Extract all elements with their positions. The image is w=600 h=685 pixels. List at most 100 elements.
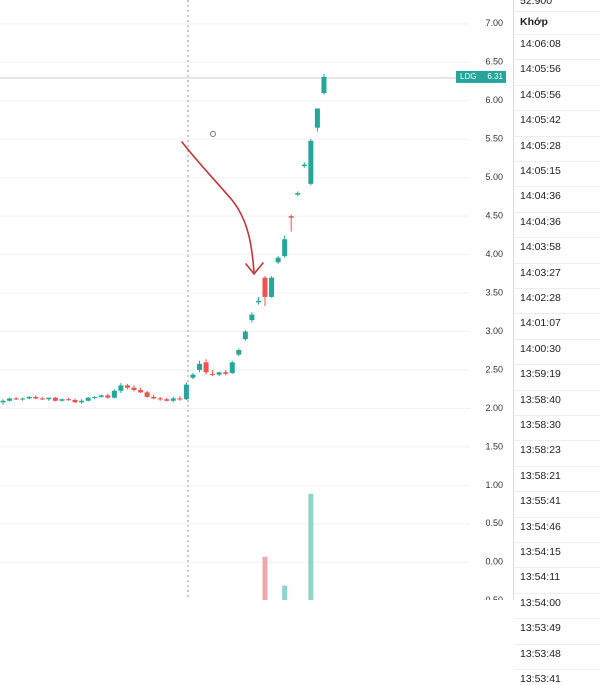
candle-body: [66, 399, 71, 401]
separator: [514, 161, 600, 162]
separator: [514, 313, 600, 315]
candle-body: [275, 257, 281, 263]
separator: [514, 11, 600, 12]
volume-bar: [262, 556, 268, 600]
trade-time: 13:58:23: [520, 444, 561, 457]
trade-time: 13:54:46: [520, 520, 561, 533]
y-tick-label: 0.50: [485, 518, 503, 528]
y-tick-label: 6.00: [485, 95, 503, 105]
separator: [514, 389, 600, 391]
candle-body: [262, 277, 268, 297]
candle-body: [242, 331, 248, 340]
separator: [514, 465, 600, 467]
trade-time: 13:58:30: [520, 419, 561, 431]
separator: [514, 618, 600, 620]
candle-body: [321, 76, 327, 94]
candle-body: [229, 362, 235, 374]
separator: [514, 669, 600, 670]
y-tick-label: 3.50: [485, 287, 503, 297]
trade-time: 14:06:08: [520, 38, 561, 50]
separator: [514, 643, 600, 645]
grid: [0, 23, 470, 602]
candle-body: [105, 395, 111, 398]
candle-body: [111, 390, 117, 398]
candle-body: [33, 396, 39, 399]
candle-body: [314, 108, 320, 128]
hand-drawn-arrow: [181, 141, 264, 276]
annotation-circle: [210, 131, 216, 137]
candle-body: [26, 396, 32, 399]
separator: [514, 567, 600, 569]
candle-body: [72, 400, 78, 403]
candle-body: [7, 398, 13, 401]
trade-time: 14:05:15: [520, 165, 561, 177]
trade-time: 14:05:42: [520, 114, 561, 127]
top-value: 52.900: [520, 0, 553, 7]
trade-time: 13:54:15: [520, 546, 561, 558]
trade-time: 13:58:40: [520, 393, 561, 406]
trade-time: 13:54:00: [520, 596, 561, 609]
y-tick-label: 4.50: [485, 211, 503, 221]
volume-bar: [308, 493, 314, 600]
candle-body: [249, 314, 255, 320]
trade-time: 14:05:56: [520, 88, 561, 101]
candle-body: [59, 399, 65, 401]
separator: [514, 186, 600, 188]
chart: 7.00 6.50 6.00 5.50 5.00 4.50 4.00 3.50 3.00 2.50…: [0, 0, 506, 605]
candle-body: [216, 372, 222, 375]
candle-body: [295, 193, 301, 195]
y-tick-label: 1.00: [485, 480, 503, 490]
separator: [514, 110, 600, 112]
separator: [514, 415, 600, 416]
trade-time: 14:04:36: [520, 190, 561, 203]
candle-body: [138, 390, 144, 393]
trade-time: 13:53:41: [520, 673, 561, 685]
price-tag: [456, 70, 506, 83]
candle-body: [20, 398, 26, 400]
separator: [514, 59, 600, 61]
candle-body: [118, 385, 124, 391]
candle-body: [223, 372, 229, 374]
candle-body: [39, 398, 45, 400]
y-tick-label: 5.50: [485, 134, 503, 144]
y-tick-label: 6.50: [485, 57, 503, 67]
candle-body: [92, 396, 98, 398]
separator: [514, 542, 600, 543]
candle-body: [203, 362, 209, 373]
y-tick-label: 7.00: [485, 18, 503, 28]
separator: [514, 211, 600, 213]
candle-body: [210, 373, 216, 375]
trade-time: 14:04:36: [520, 215, 561, 228]
y-tick-label: 5.00: [485, 172, 503, 182]
separator: [514, 338, 600, 340]
candle-body: [157, 398, 163, 400]
trade-time: 13:59:19: [520, 368, 561, 381]
trade-time: 14:01:07: [520, 317, 561, 330]
separator: [514, 34, 600, 35]
trade-time: 13:53:48: [520, 647, 561, 660]
separator: [514, 440, 600, 442]
trade-panel: 52.900 Khớp 14:06:08 14:05:56 14:05:56 14:05:…: [513, 0, 600, 685]
candle-body: [0, 400, 6, 403]
panel-header: Khớp: [520, 16, 548, 28]
candle-body: [151, 396, 157, 399]
candle-body: [288, 216, 294, 218]
candle-body: [79, 400, 85, 403]
volume-bar: [282, 585, 288, 600]
trade-time: 14:05:56: [520, 63, 561, 76]
trade-time: 13:55:41: [520, 495, 561, 508]
separator: [514, 262, 600, 264]
candle-body: [13, 398, 19, 400]
separator: [514, 288, 600, 289]
trade-time: 14:05:28: [520, 139, 561, 152]
price-tag-value: 6.31: [487, 72, 503, 81]
trade-time: 14:02:28: [520, 292, 561, 304]
price-tag-symbol: LDG: [460, 72, 476, 81]
candle-body: [124, 385, 130, 388]
candle-body: [301, 164, 307, 167]
y-tick-label: 4.00: [485, 249, 503, 259]
y-tick-label: 3.00: [485, 326, 503, 336]
y-tick-label: -0.50: [482, 595, 503, 600]
separator: [514, 135, 600, 137]
